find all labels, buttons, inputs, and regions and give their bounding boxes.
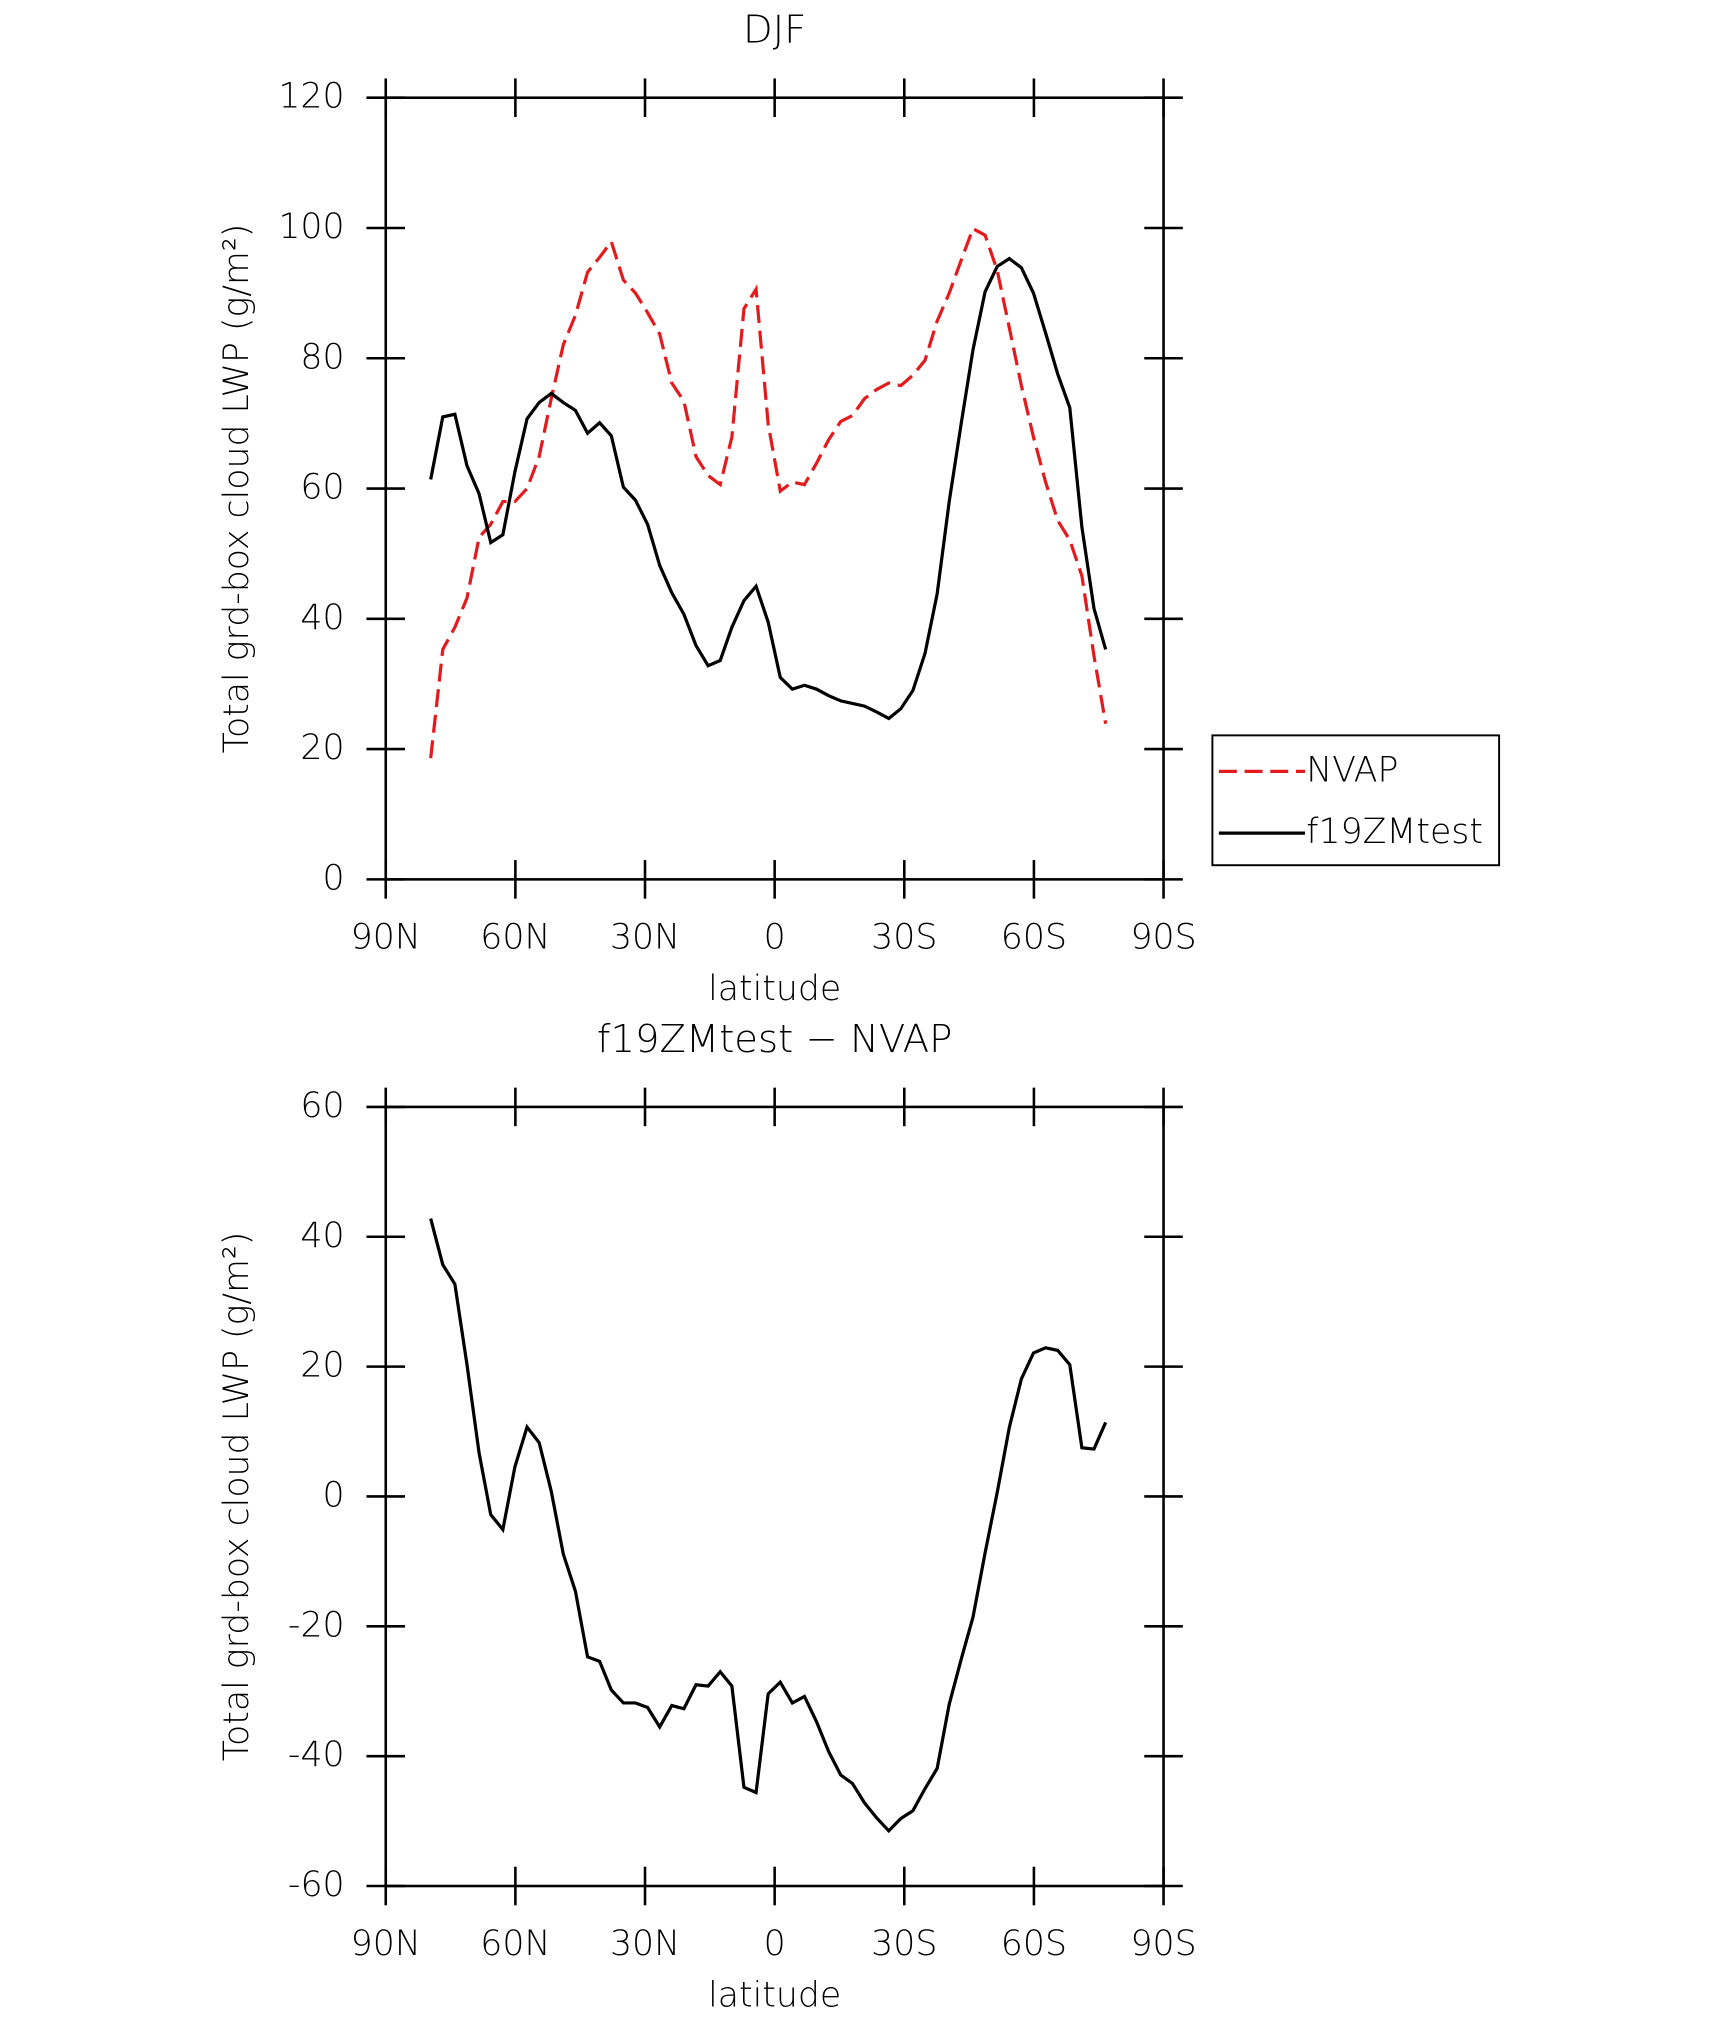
y-tick-label: -60 [288,1865,345,1905]
x-tick-label: 90N [351,918,421,958]
line-series [429,256,1108,721]
line-series [429,226,1108,759]
x-tick-label: 90N [351,1924,421,1964]
y-tick-label: 120 [278,77,344,117]
x-tick-label: 0 [764,918,786,958]
legend-box [1211,734,1501,867]
x-tick-label: 60N [480,1924,550,1964]
x-tick-label: 60S [1001,1924,1067,1964]
y-tick-label: 0 [323,858,345,898]
x-tick-label: 60S [1001,918,1067,958]
y-tick-label: -40 [288,1735,345,1775]
y-axis-label: Total grd-box cloud LWP (g/m²) [217,1232,257,1762]
y-tick-label: 40 [300,1216,344,1256]
chart-title: DJF [743,8,806,53]
x-tick-label: 90S [1130,1924,1196,1964]
y-tick-label: 60 [300,1086,344,1126]
legend-label: f19ZMtest [1306,812,1483,852]
line-series [429,1218,1108,1834]
plot-frame [384,1105,1165,1888]
x-axis-label: latitude [708,1976,841,2016]
y-tick-label: 100 [278,207,344,247]
chart-title: f19ZMtest − NVAP [597,1017,952,1062]
y-tick-label: 40 [300,598,344,638]
y-tick-label: 20 [300,728,344,768]
y-tick-label: 20 [300,1346,344,1386]
x-tick-label: 90S [1130,918,1196,958]
x-tick-label: 30S [871,918,937,958]
y-tick-label: 0 [323,1475,345,1515]
x-tick-label: 30N [610,918,680,958]
x-tick-label: 0 [764,1924,786,1964]
y-tick-label: -20 [288,1605,345,1645]
x-tick-label: 30N [610,1924,680,1964]
y-axis-label: Total grd-box cloud LWP (g/m²) [217,224,257,754]
legend-label: NVAP [1306,750,1398,790]
x-axis-label: latitude [708,969,841,1009]
x-tick-label: 30S [871,1924,937,1964]
y-tick-label: 80 [300,337,344,377]
x-tick-label: 60N [480,918,550,958]
y-tick-label: 60 [300,468,344,508]
